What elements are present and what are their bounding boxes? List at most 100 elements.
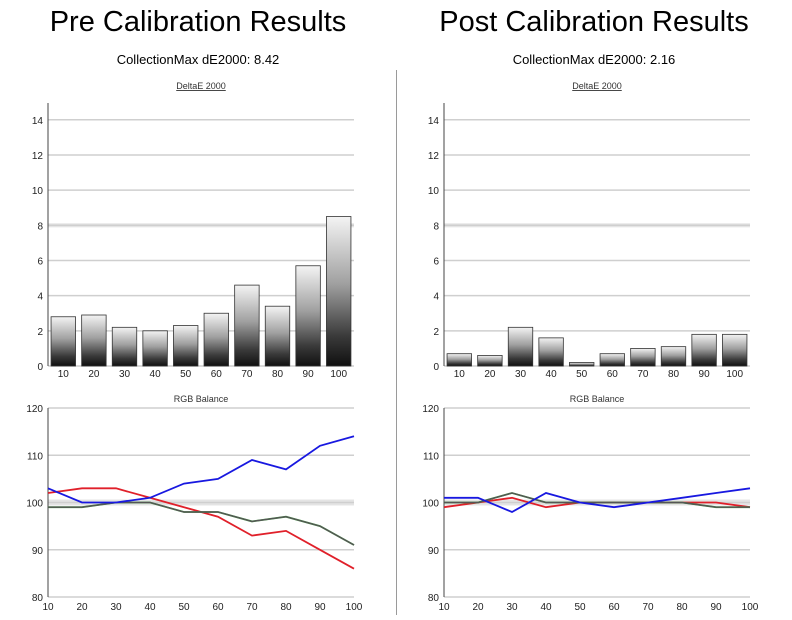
x-tick-label: 30 <box>119 369 131 380</box>
series-line-blue <box>444 487 751 513</box>
x-tick-label: 100 <box>726 369 743 380</box>
x-tick-label: 100 <box>346 602 363 613</box>
y-tick-label: 4 <box>433 292 439 303</box>
series-line-blue <box>47 435 355 504</box>
bar <box>50 316 76 367</box>
chart-title: RGB Balance <box>570 394 625 404</box>
x-tick-label: 80 <box>676 602 688 613</box>
x-tick-label: 90 <box>710 602 722 613</box>
y-tick-label: 4 <box>37 292 43 303</box>
y-tick-label: 0 <box>37 362 43 373</box>
x-tick-label: 70 <box>637 369 649 380</box>
y-tick-label: 6 <box>37 256 43 267</box>
y-tick-label: 2 <box>433 327 439 338</box>
x-tick-label: 50 <box>180 369 192 380</box>
y-tick-label: 120 <box>422 404 439 415</box>
y-tick-label: 110 <box>27 451 43 462</box>
x-tick-label: 40 <box>150 369 162 380</box>
x-tick-label: 90 <box>699 369 711 380</box>
x-tick-label: 40 <box>144 602 156 613</box>
pre-rgb-balance-chart: RGB Balance 80 90 100 110 120 10 20 30 40 50 60 70 80… <box>26 394 363 613</box>
series-line-gray <box>444 492 750 508</box>
x-tick-label: 100 <box>742 602 759 613</box>
chart-title: DeltaE 2000 <box>572 81 622 91</box>
x-tick-label: 10 <box>42 602 54 613</box>
x-tick-label: 20 <box>76 602 88 613</box>
y-tick-label: 10 <box>428 186 440 197</box>
x-tick-label: 60 <box>608 602 620 613</box>
x-tick-label: 70 <box>246 602 258 613</box>
y-tick-label: 80 <box>32 593 44 604</box>
chart-title: RGB Balance <box>174 394 229 404</box>
y-tick-label: 90 <box>32 546 44 557</box>
y-tick-label: 10 <box>32 186 44 197</box>
post-calibration-panel: Post Calibration Results CollectionMax d… <box>396 0 792 620</box>
x-tick-label: 40 <box>540 602 552 613</box>
bar <box>630 348 656 367</box>
y-tick-label: 8 <box>37 221 43 232</box>
y-tick-label: 14 <box>32 116 44 127</box>
x-tick-label: 70 <box>642 602 654 613</box>
y-tick-label: 6 <box>433 256 439 267</box>
chart-title: DeltaE 2000 <box>176 81 226 91</box>
bar <box>234 284 260 367</box>
post-deltae-bar-chart: DeltaE 2000 0 2 4 6 8 10 12 14 10 20 30 40 50 60 70 80 90… <box>428 81 750 380</box>
post-calibration-subtitle: CollectionMax dE2000: 2.16 <box>512 52 676 67</box>
pre-calibration-title: Pre Calibration Results <box>49 6 347 38</box>
series-line-green <box>48 501 355 546</box>
y-tick-label: 100 <box>422 499 439 510</box>
x-tick-label: 80 <box>272 369 284 380</box>
pre-calibration-subtitle: CollectionMax dE2000: 8.42 <box>116 52 280 67</box>
x-tick-label: 90 <box>314 602 326 613</box>
bar <box>660 346 687 367</box>
x-tick-label: 20 <box>472 602 484 613</box>
bar <box>173 325 199 367</box>
x-tick-label: 90 <box>303 369 315 380</box>
pre-calibration-panel: Pre Calibration Results CollectionMax dE… <box>26 6 363 613</box>
y-tick-label: 0 <box>433 362 439 373</box>
y-tick-label: 8 <box>433 221 439 232</box>
x-tick-label: 20 <box>484 369 496 380</box>
bar <box>691 333 717 367</box>
x-tick-label: 60 <box>212 602 224 613</box>
bar <box>326 216 352 367</box>
x-tick-label: 80 <box>280 602 292 613</box>
x-tick-label: 20 <box>88 369 100 380</box>
x-tick-label: 50 <box>178 602 190 613</box>
x-tick-label: 60 <box>607 369 619 380</box>
bar <box>264 305 291 367</box>
x-tick-label: 30 <box>110 602 122 613</box>
y-tick-label: 12 <box>428 151 440 162</box>
x-tick-label: 100 <box>330 369 347 380</box>
bar <box>81 314 107 367</box>
panel-divider <box>396 70 397 615</box>
bar <box>142 330 168 367</box>
x-tick-label: 50 <box>576 369 588 380</box>
series-line-gray <box>48 501 355 546</box>
bar <box>295 265 321 367</box>
x-tick-label: 80 <box>668 369 680 380</box>
bar <box>477 355 503 367</box>
bar <box>538 337 564 367</box>
bar <box>111 326 138 367</box>
y-tick-label: 14 <box>428 116 440 127</box>
x-tick-label: 50 <box>574 602 586 613</box>
x-tick-label: 70 <box>241 369 253 380</box>
bar <box>446 353 472 367</box>
x-tick-label: 30 <box>506 602 518 613</box>
post-rgb-balance-chart: RGB Balance 80 90 100 110 120 10 20 30 40 50 60 70 80… <box>422 394 759 613</box>
x-tick-label: 40 <box>546 369 558 380</box>
x-tick-label: 30 <box>515 369 527 380</box>
x-tick-label: 10 <box>58 369 70 380</box>
y-tick-label: 12 <box>32 151 44 162</box>
x-tick-label: 60 <box>211 369 223 380</box>
x-tick-label: 10 <box>438 602 450 613</box>
bar <box>599 353 625 367</box>
pre-deltae-bar-chart: DeltaE 2000 0 2 4 6 8 10 12 14 10 20 30 40 50 60 70 80 90… <box>32 81 354 380</box>
y-tick-label: 100 <box>26 499 43 510</box>
y-tick-label: 120 <box>26 404 43 415</box>
y-tick-label: 80 <box>428 593 440 604</box>
bar <box>203 312 229 367</box>
post-calibration-title: Post Calibration Results <box>439 6 749 38</box>
y-tick-label: 90 <box>428 546 440 557</box>
